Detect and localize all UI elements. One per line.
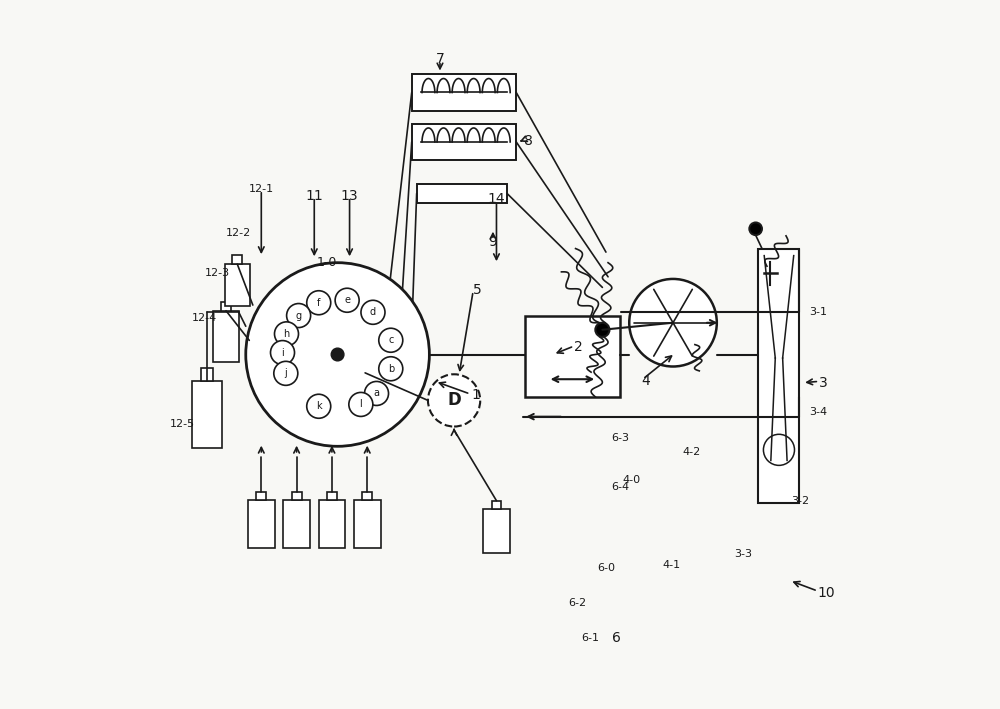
Text: b: b — [388, 364, 394, 374]
Text: c: c — [388, 335, 393, 345]
Text: 3-3: 3-3 — [734, 549, 752, 559]
Circle shape — [361, 301, 385, 324]
Text: k: k — [316, 401, 322, 411]
Text: 12-4: 12-4 — [192, 313, 218, 323]
Text: 6-3: 6-3 — [612, 432, 630, 443]
Circle shape — [749, 223, 762, 235]
Bar — [483, 509, 510, 553]
Text: 12-5: 12-5 — [170, 419, 195, 429]
Bar — [248, 500, 275, 548]
Circle shape — [331, 348, 344, 361]
Text: l: l — [359, 399, 362, 409]
Text: j: j — [284, 369, 287, 379]
Bar — [319, 500, 345, 548]
Circle shape — [335, 289, 359, 312]
Bar — [225, 264, 250, 306]
Bar — [492, 501, 501, 509]
Bar — [283, 500, 310, 548]
Text: a: a — [374, 389, 380, 398]
Circle shape — [307, 394, 331, 418]
Circle shape — [428, 374, 480, 427]
Text: 12-1: 12-1 — [249, 184, 274, 194]
Bar — [221, 301, 231, 311]
Text: 6-2: 6-2 — [569, 598, 587, 608]
Text: 12-2: 12-2 — [226, 228, 251, 238]
Text: g: g — [296, 311, 302, 320]
Text: 13: 13 — [341, 189, 358, 203]
Text: 11: 11 — [305, 189, 323, 203]
Bar — [201, 368, 213, 381]
Text: D: D — [447, 391, 461, 409]
Bar — [758, 249, 799, 503]
Text: 6-4: 6-4 — [612, 482, 630, 492]
Circle shape — [365, 381, 389, 406]
Text: 4-2: 4-2 — [682, 447, 700, 457]
Text: 2: 2 — [574, 340, 583, 354]
Circle shape — [287, 303, 311, 328]
Text: 12-3: 12-3 — [205, 268, 230, 279]
Text: f: f — [317, 298, 320, 308]
Text: 3: 3 — [819, 376, 828, 390]
Bar — [354, 500, 381, 548]
Text: 1-0: 1-0 — [316, 256, 337, 269]
Circle shape — [629, 279, 717, 367]
Text: 4-1: 4-1 — [662, 560, 681, 570]
Bar — [213, 311, 239, 362]
Bar — [327, 491, 337, 500]
Text: 3-1: 3-1 — [809, 307, 827, 317]
Bar — [232, 255, 242, 264]
Text: 4: 4 — [641, 374, 650, 389]
Text: 6: 6 — [612, 632, 620, 645]
Circle shape — [274, 322, 299, 346]
Bar — [292, 491, 302, 500]
Text: e: e — [344, 295, 350, 306]
Circle shape — [595, 323, 609, 337]
Bar — [192, 381, 222, 448]
Bar — [362, 491, 372, 500]
Circle shape — [763, 435, 794, 465]
Text: 14: 14 — [488, 192, 505, 206]
Text: i: i — [281, 347, 284, 357]
Circle shape — [379, 328, 403, 352]
Bar — [525, 316, 620, 397]
Text: 9: 9 — [489, 235, 497, 248]
Text: 4-0: 4-0 — [622, 475, 640, 485]
Circle shape — [271, 340, 295, 364]
Text: 1: 1 — [472, 389, 481, 403]
Text: 8: 8 — [524, 134, 533, 148]
Circle shape — [274, 362, 298, 386]
Bar — [417, 184, 507, 203]
Circle shape — [349, 392, 373, 416]
Text: 5: 5 — [473, 282, 482, 296]
Text: 7: 7 — [436, 52, 444, 67]
Text: 10: 10 — [818, 586, 835, 601]
Text: 3-4: 3-4 — [809, 408, 827, 418]
Text: h: h — [283, 329, 290, 339]
Text: 6-0: 6-0 — [597, 563, 615, 573]
Circle shape — [246, 263, 429, 446]
Text: 3-2: 3-2 — [791, 496, 809, 506]
Circle shape — [307, 291, 331, 315]
Text: d: d — [370, 307, 376, 318]
Bar — [256, 491, 266, 500]
Bar — [412, 123, 516, 160]
Text: 6-1: 6-1 — [581, 633, 599, 643]
Bar — [412, 74, 516, 111]
Circle shape — [379, 357, 403, 381]
